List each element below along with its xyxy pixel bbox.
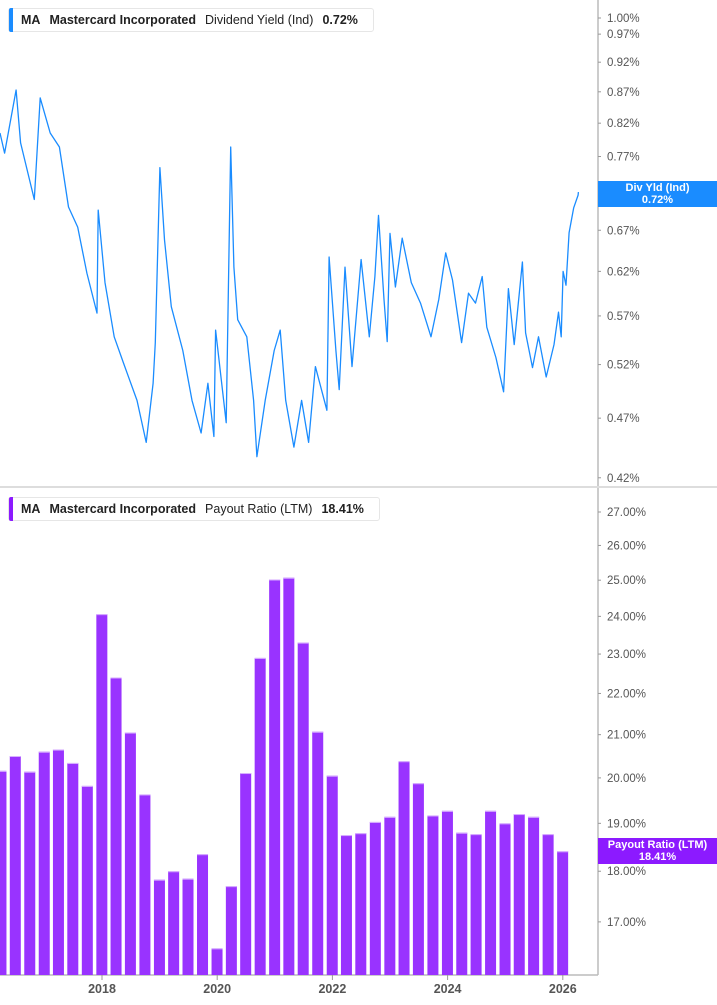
- y-tick-label: 0.92%: [607, 57, 640, 69]
- payout-legend: MA Mastercard Incorporated Payout Ratio …: [8, 497, 380, 521]
- payout-bar: [168, 871, 180, 975]
- payout-bar: [427, 815, 439, 975]
- y-tick-label: 23.00%: [607, 649, 646, 661]
- payout-bar: [9, 756, 21, 975]
- y-tick-label: 20.00%: [607, 773, 646, 785]
- payout-bar: [441, 810, 453, 975]
- y-tick-label: 0.87%: [607, 87, 640, 99]
- payout-bar: [528, 816, 540, 975]
- payout-bar: [0, 770, 7, 975]
- payout-bar: [124, 732, 136, 975]
- yield-value-tag: Div Yld (Ind) 0.72%: [598, 181, 717, 207]
- payout-bar: [499, 823, 511, 975]
- payout-bar: [470, 834, 482, 975]
- x-tick-label: 2024: [434, 982, 462, 996]
- legend-company: Mastercard Incorporated: [49, 502, 197, 516]
- payout-bar: [153, 879, 165, 975]
- yield-tag-value: 0.72%: [641, 194, 674, 206]
- y-tick-label: 0.82%: [607, 118, 640, 130]
- y-tick-label: 0.67%: [607, 225, 640, 237]
- payout-bar: [225, 886, 237, 975]
- y-tick-label: 26.00%: [607, 540, 646, 552]
- payout-bar: [340, 835, 352, 975]
- y-tick-label: 0.52%: [607, 360, 640, 372]
- payout-bar: [283, 577, 295, 975]
- legend-ticker: MA: [21, 502, 41, 516]
- payout-bar: [513, 814, 525, 975]
- payout-bar: [557, 851, 569, 975]
- y-tick-label: 0.47%: [607, 413, 640, 425]
- legend-ticker: MA: [21, 13, 41, 27]
- y-tick-label: 24.00%: [607, 611, 646, 623]
- payout-bar: [269, 579, 281, 975]
- payout-bar: [412, 783, 424, 975]
- dividend-yield-line: [0, 89, 580, 458]
- y-tick-label: 0.57%: [607, 311, 640, 323]
- payout-bar: [398, 761, 410, 975]
- payout-tag-label: Payout Ratio (LTM): [607, 839, 708, 851]
- payout-bar: [326, 775, 338, 975]
- y-tick-label: 0.42%: [607, 473, 640, 485]
- payout-bar: [211, 948, 223, 975]
- yield-legend-color: [9, 8, 13, 32]
- payout-bar: [38, 751, 50, 975]
- x-tick-label: 2026: [549, 982, 577, 996]
- y-tick-label: 0.62%: [607, 266, 640, 278]
- x-tick-label: 2018: [88, 982, 116, 996]
- yield-legend: MA Mastercard Incorporated Dividend Yiel…: [8, 8, 374, 32]
- y-tick-label: 17.00%: [607, 917, 646, 929]
- y-tick-label: 27.00%: [607, 507, 646, 519]
- payout-bar: [384, 816, 396, 975]
- yield-tag-label: Div Yld (Ind): [625, 182, 690, 194]
- y-tick-label: 18.00%: [607, 866, 646, 878]
- payout-bar: [312, 731, 324, 975]
- payout-tag-value: 18.41%: [638, 851, 677, 863]
- payout-bar: [240, 773, 252, 975]
- payout-value-tag: Payout Ratio (LTM) 18.41%: [598, 838, 717, 864]
- y-tick-label: 0.97%: [607, 29, 640, 41]
- payout-bar: [542, 834, 554, 975]
- legend-metric: Payout Ratio (LTM): [205, 502, 313, 516]
- legend-metric: Dividend Yield (Ind): [205, 13, 314, 27]
- legend-value: 18.41%: [321, 502, 364, 516]
- payout-legend-color: [9, 497, 13, 521]
- payout-bar: [139, 794, 151, 975]
- y-tick-label: 22.00%: [607, 688, 646, 700]
- y-tick-label: 25.00%: [607, 575, 646, 587]
- x-tick-label: 2020: [203, 982, 231, 996]
- payout-bar: [24, 771, 36, 975]
- payout-bar: [96, 614, 108, 975]
- payout-bar: [182, 878, 194, 975]
- payout-bar: [355, 833, 367, 975]
- y-tick-label: 0.77%: [607, 152, 640, 164]
- payout-bar: [254, 657, 266, 975]
- payout-bar: [297, 642, 309, 975]
- y-tick-label: 21.00%: [607, 730, 646, 742]
- payout-bar: [456, 832, 468, 975]
- payout-bar: [197, 854, 209, 975]
- y-tick-label: 19.00%: [607, 818, 646, 830]
- x-tick-label: 2022: [318, 982, 346, 996]
- legend-value: 0.72%: [322, 13, 358, 27]
- payout-bar: [81, 785, 93, 975]
- y-tick-label: 1.00%: [607, 13, 640, 25]
- payout-bar: [52, 749, 64, 975]
- payout-bar: [110, 677, 122, 975]
- payout-bar: [369, 821, 381, 975]
- legend-company: Mastercard Incorporated: [49, 13, 197, 27]
- payout-bar: [67, 762, 79, 975]
- payout-bar: [485, 810, 497, 975]
